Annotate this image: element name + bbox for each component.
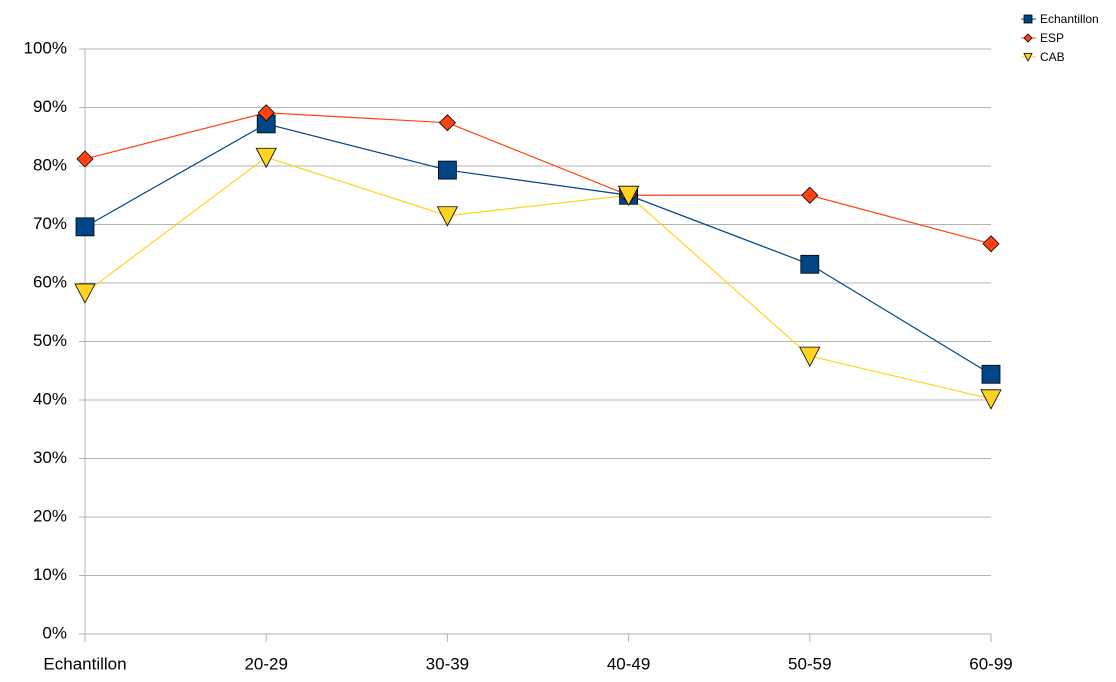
data-point bbox=[801, 186, 819, 204]
y-tick-label: 70% bbox=[33, 214, 67, 233]
y-tick-label: 30% bbox=[33, 448, 67, 467]
series-line bbox=[84, 123, 992, 375]
legend-label: Echantillon bbox=[1040, 12, 1099, 26]
y-tick-label: 0% bbox=[42, 623, 67, 642]
series-line bbox=[84, 156, 992, 400]
x-tick-label: Echantillon bbox=[43, 654, 126, 673]
legend-label: ESP bbox=[1040, 31, 1064, 45]
x-tick-label: 50-59 bbox=[788, 654, 831, 673]
data-point bbox=[438, 114, 456, 132]
series-line bbox=[84, 112, 992, 245]
y-tick-label: 60% bbox=[33, 272, 67, 291]
x-tick-label: 60-99 bbox=[969, 654, 1012, 673]
data-point bbox=[800, 254, 820, 274]
legend-label: CAB bbox=[1040, 50, 1065, 64]
data-point bbox=[980, 389, 1002, 410]
data-point bbox=[75, 217, 95, 237]
legend-marker bbox=[1023, 33, 1033, 43]
data-point bbox=[257, 104, 275, 122]
y-tick-label: 20% bbox=[33, 506, 67, 525]
y-tick-label: 10% bbox=[33, 565, 67, 584]
data-point bbox=[76, 150, 94, 168]
y-tick-label: 80% bbox=[33, 155, 67, 174]
data-point bbox=[74, 283, 96, 304]
data-point bbox=[981, 364, 1001, 384]
y-tick-label: 100% bbox=[24, 38, 67, 57]
y-tick-label: 40% bbox=[33, 389, 67, 408]
y-tick-label: 90% bbox=[33, 97, 67, 116]
x-tick-label: 40-49 bbox=[607, 654, 650, 673]
data-point bbox=[799, 346, 821, 367]
legend-marker bbox=[1023, 53, 1033, 62]
data-point bbox=[437, 160, 457, 180]
data-point bbox=[982, 235, 1000, 253]
x-tick-label: 30-39 bbox=[426, 654, 469, 673]
legend-marker bbox=[1023, 14, 1033, 24]
y-tick-label: 50% bbox=[33, 331, 67, 350]
data-point bbox=[436, 206, 459, 227]
data-point bbox=[617, 185, 640, 207]
data-point bbox=[255, 147, 277, 169]
x-tick-label: 20-29 bbox=[244, 654, 287, 673]
